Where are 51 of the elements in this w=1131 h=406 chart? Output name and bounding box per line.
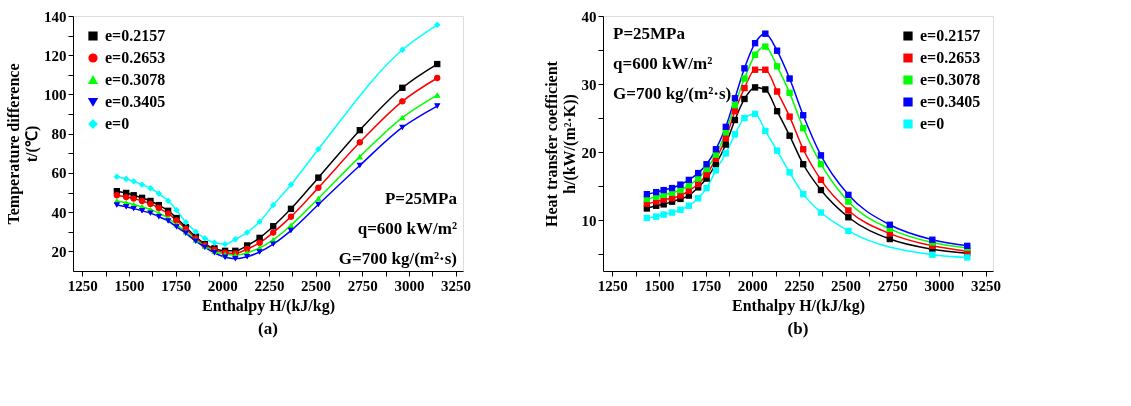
x-tick-label: 2250 [784,277,815,294]
legend-label: e=0.2653 [920,49,981,66]
y-tick-label: 20 [581,144,597,161]
legend-label: e=0 [920,115,945,132]
legend-label: e=0 [105,115,130,132]
x-tick-label: 1500 [644,277,675,294]
y-tick-label: 140 [44,8,67,25]
annotation: q=600 kW/m² [613,54,713,73]
y-tick-label: 10 [581,212,597,229]
legend-label: e=0.2157 [105,27,166,44]
legend-label: e=0.3405 [920,93,981,110]
y-tick-label: 20 [51,243,67,260]
y-tick-label: 80 [51,126,67,143]
legend-label: e=0.2157 [920,27,981,44]
x-tick-label: 1250 [597,277,628,294]
annotation: q=600 kW/m² [357,219,457,238]
y-axis-title: Heat transfer coefficient h/(kW/(m²·K)) [542,60,579,227]
y-tick-label: 120 [44,47,67,64]
x-tick-label: 1250 [67,277,98,294]
y-tick-label: 30 [581,76,597,93]
x-tick-label: 3250 [441,277,472,294]
x-tick-label: 1500 [114,277,145,294]
x-tick-label: 2250 [254,277,285,294]
x-tick-label: 3000 [394,277,425,294]
legend-label: e=0.2653 [105,49,166,66]
x-tick-label: 2500 [831,277,862,294]
x-tick-label: 2500 [301,277,332,294]
x-tick-label: 2750 [877,277,908,294]
x-tick-label: 2000 [737,277,768,294]
text: (b) [787,319,809,338]
annotation: P=25MPa [613,24,686,43]
legend-label: e=0.3078 [920,71,981,88]
y-tick-label: 40 [581,8,597,25]
x-axis-title: Enthalpy H/(kJ/kg) [202,296,335,315]
text: (a) [258,319,278,338]
annotation: G=700 kg/(m²·s) [338,249,457,268]
x-tick-label: 1750 [691,277,722,294]
x-tick-label: 3000 [924,277,955,294]
x-tick-label: 2750 [347,277,378,294]
annotation: P=25MPa [384,189,458,208]
x-tick-label: 2000 [207,277,238,294]
annotation: G=700 kg/(m²·s) [613,84,732,103]
x-tick-label: 1750 [161,277,192,294]
legend-label: e=0.3078 [105,71,166,88]
y-tick-label: 100 [44,86,67,103]
x-tick-label: 3250 [971,277,1002,294]
y-tick-label: 40 [51,204,67,221]
y-tick-label: 60 [51,165,67,182]
x-axis-title: Enthalpy H/(kJ/kg) [732,296,865,315]
legend-label: e=0.3405 [105,93,166,110]
y-axis-title: Temperature difference t/(℃) [5,63,41,225]
